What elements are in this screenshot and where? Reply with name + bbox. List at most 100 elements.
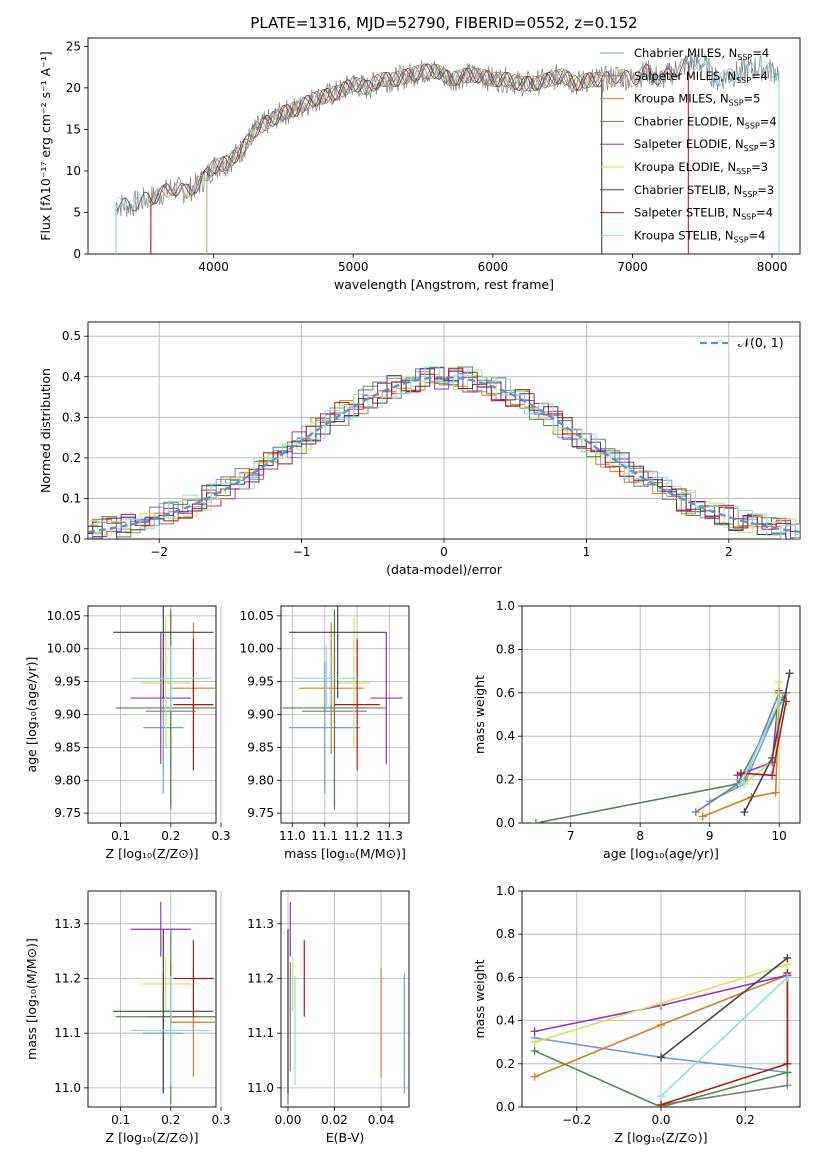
y-tick-label: 10.00 — [240, 642, 274, 656]
y-tick-label: 11.1 — [247, 1026, 274, 1040]
y-tick-label: 11.3 — [54, 917, 81, 931]
legend-subscript: SSP — [736, 167, 751, 176]
legend-label: Kroupa ELODIE, NSSP=3 — [634, 160, 768, 176]
y-tick-label: 0.6 — [496, 970, 515, 984]
legend-tail: =4 — [756, 206, 773, 220]
y-axis-label: Normed distribution — [38, 368, 53, 493]
mass-weight-line — [534, 1050, 788, 1107]
plus-marker — [736, 769, 745, 778]
plus-marker — [783, 973, 792, 982]
plus-marker — [771, 788, 780, 797]
plus-marker — [775, 677, 784, 686]
residual-histogram — [88, 367, 800, 539]
y-tick-label: 9.75 — [247, 806, 274, 820]
x-tick-label: 11.3 — [376, 829, 403, 843]
x-axis-label: (data-model)/error — [386, 562, 503, 577]
model-spectrum — [115, 55, 778, 214]
plus-marker — [783, 1068, 792, 1077]
plus-marker — [783, 1059, 792, 1068]
legend-label: Salpeter STELIB, NSSP=4 — [634, 206, 773, 222]
y-tick-label: 9.95 — [54, 675, 81, 689]
y-tick-label: 9.90 — [247, 708, 274, 722]
x-tick-label: 9 — [706, 829, 714, 843]
plus-marker — [783, 1081, 792, 1090]
legend-label: 𝒩(0, 1) — [738, 335, 784, 350]
x-tick-label: 8 — [636, 829, 644, 843]
y-tick-label: 0.4 — [496, 729, 515, 743]
legend-label: Salpeter ELODIE, NSSP=3 — [634, 137, 776, 153]
plus-marker — [783, 953, 792, 962]
x-tick-label: 7 — [567, 829, 575, 843]
legend-subscript: SSP — [734, 235, 749, 244]
massweight_vs_Z-axes: −0.2 0.0 0.2 0.0 0.2 0.4 0.6 0.8 1.0 Z [log₁₀(Z/Z… — [472, 884, 801, 1145]
axes-frame — [280, 890, 410, 1108]
x-tick-label: 0.3 — [211, 1113, 230, 1127]
y-tick-label: 9.85 — [54, 740, 81, 754]
y-axis-label: age [log₁₀(age/yr)] — [24, 657, 39, 773]
y-tick-label: 0.8 — [496, 927, 515, 941]
legend-label: Chabrier ELODIE, NSSP=4 — [634, 114, 777, 130]
x-tick-label: 0.1 — [111, 1113, 130, 1127]
y-tick-label: 11.3 — [247, 917, 274, 931]
x-tick-label: 0 — [440, 545, 448, 559]
y-tick-label: 0.2 — [496, 773, 515, 787]
spectrum-axes: 4000 5000 6000 7000 8000 0 5 10 15 20 25 wavelength… — [38, 37, 801, 292]
plus-marker — [775, 697, 784, 706]
x-axis-label: Z [log₁₀(Z/Z⊙)] — [106, 1130, 199, 1145]
y-tick-label: 10 — [66, 164, 81, 178]
x-tick-label: −1 — [293, 545, 311, 559]
plus-marker — [782, 697, 791, 706]
model-spectrum — [150, 56, 688, 206]
legend-tail: =4 — [749, 228, 766, 242]
y-tick-label: 9.95 — [247, 675, 274, 689]
x-tick-label: 0.2 — [736, 1113, 755, 1127]
x-tick-label: 11.2 — [344, 829, 371, 843]
figure-title: PLATE=1316, MJD=52790, FIBERID=0552, z=0… — [250, 14, 637, 32]
x-axis-label: age [log₁₀(age/yr)] — [603, 846, 719, 861]
normal-curve — [88, 376, 800, 534]
axes-frame — [87, 890, 217, 1108]
mass_vs_ebv-axes: 0.00 0.02 0.04 11.0 11.1 11.2 11.3 E(B-V) — [247, 890, 410, 1145]
y-tick-label: 20 — [66, 81, 81, 95]
y-tick-label: 9.80 — [54, 773, 81, 787]
legend-tail: =4 — [752, 46, 769, 60]
axes-frame — [87, 321, 801, 540]
x-tick-label: 0.02 — [321, 1113, 348, 1127]
x-tick-label: 5000 — [338, 260, 369, 274]
legend-tail: =4 — [751, 69, 768, 83]
y-tick-label: 11.0 — [247, 1081, 274, 1095]
mass-weight-line — [740, 701, 780, 785]
y-tick-label: 0.0 — [496, 1100, 515, 1114]
x-tick-label: 11.0 — [279, 829, 306, 843]
x-tick-label: 0.0 — [651, 1113, 670, 1127]
y-tick-label: 0.2 — [62, 451, 81, 465]
axes-frame — [521, 605, 801, 824]
y-axis-label: mass weight — [472, 959, 487, 1038]
y-tick-label: 0.0 — [496, 816, 515, 830]
legend-tail: =4 — [760, 114, 777, 128]
spectrum-legend: Chabrier MILES, NSSP=4 Salpeter MILES, NS… — [600, 46, 777, 244]
mass_vs_Z-points — [113, 901, 216, 1105]
plus-marker — [785, 669, 794, 678]
y-tick-label: 9.90 — [54, 708, 81, 722]
legend-label: Chabrier STELIB, NSSP=3 — [634, 183, 774, 199]
y-tick-label: 0.6 — [496, 686, 515, 700]
plus-marker — [531, 819, 540, 823]
plus-marker — [657, 999, 665, 1008]
x-tick-label: 4000 — [198, 260, 229, 274]
legend-tail: =3 — [759, 137, 776, 151]
residual-histogram — [88, 367, 800, 534]
x-tick-label: 0.04 — [368, 1113, 395, 1127]
y-tick-label: 1.0 — [496, 599, 515, 613]
plus-marker — [530, 1072, 539, 1081]
mass_vs_ebv-points — [287, 901, 405, 1105]
y-tick-label: 11.2 — [54, 971, 81, 985]
plus-marker — [698, 812, 707, 821]
y-tick-label: 15 — [66, 122, 81, 136]
legend-subscript: SSP — [729, 99, 744, 108]
x-tick-label: 8000 — [757, 260, 788, 274]
massweight_vs_Z-lines — [530, 953, 792, 1107]
model-spectrum — [115, 63, 603, 212]
x-tick-label: 0.2 — [161, 829, 180, 843]
